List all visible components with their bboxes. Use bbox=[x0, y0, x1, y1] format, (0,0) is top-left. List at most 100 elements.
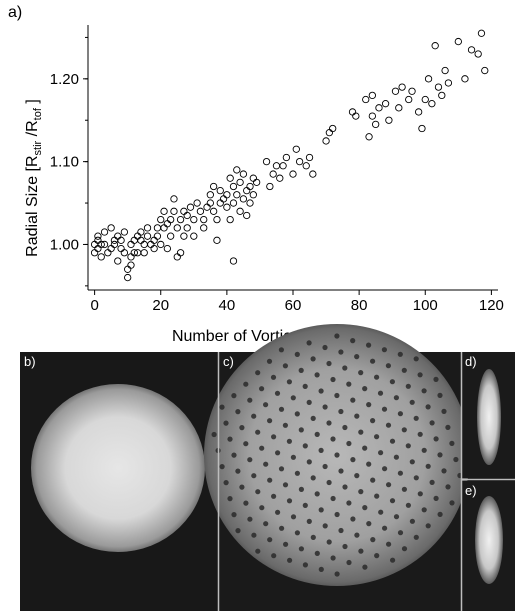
vortex-core bbox=[366, 342, 372, 348]
data-point bbox=[279, 162, 287, 170]
vortex-core bbox=[358, 429, 364, 435]
data-point bbox=[229, 182, 238, 191]
vortex-core bbox=[326, 420, 332, 426]
vortex-core bbox=[421, 447, 427, 453]
data-point bbox=[143, 224, 152, 232]
x-tick-label: 100 bbox=[413, 297, 438, 314]
vortex-core bbox=[374, 553, 380, 559]
vortex-core bbox=[219, 464, 225, 470]
data-point bbox=[477, 29, 486, 37]
data-point bbox=[272, 162, 281, 170]
data-point bbox=[216, 199, 224, 207]
data-point bbox=[200, 224, 208, 232]
data-point bbox=[269, 170, 277, 178]
data-point bbox=[186, 203, 195, 211]
vortex-core bbox=[263, 461, 269, 467]
vortex-core bbox=[429, 420, 435, 426]
image-panel-d bbox=[462, 352, 515, 478]
vortex-core bbox=[270, 374, 277, 380]
vortex-core bbox=[282, 363, 288, 369]
data-point bbox=[137, 236, 145, 244]
vortex-core bbox=[338, 408, 344, 415]
vortex-core bbox=[374, 374, 380, 380]
vortex-core bbox=[314, 550, 320, 557]
data-point bbox=[117, 236, 125, 244]
vortex-core bbox=[401, 367, 407, 373]
vortex-core bbox=[449, 500, 455, 506]
vortex-core bbox=[239, 425, 245, 431]
vortex-core bbox=[385, 422, 392, 428]
vortex-core bbox=[294, 470, 300, 476]
data-point bbox=[90, 240, 99, 249]
vortex-core bbox=[310, 534, 316, 541]
vortex-core bbox=[390, 557, 396, 563]
vortex-core bbox=[231, 511, 237, 518]
vortex-core bbox=[267, 418, 273, 424]
data-point bbox=[467, 46, 476, 54]
data-point bbox=[176, 215, 185, 224]
vortex-core bbox=[247, 516, 253, 522]
vortex-core bbox=[251, 413, 257, 419]
x-tick-label: 0 bbox=[90, 297, 98, 314]
vortex-core bbox=[235, 528, 241, 534]
vortex-core bbox=[275, 509, 281, 515]
data-point bbox=[309, 170, 317, 178]
vortex-core bbox=[381, 406, 388, 412]
data-point bbox=[322, 137, 330, 145]
vortex-core bbox=[298, 427, 304, 433]
vortex-core bbox=[255, 429, 261, 435]
data-point bbox=[94, 232, 102, 240]
data-point bbox=[365, 133, 373, 141]
vortex-core bbox=[251, 532, 257, 538]
vortex-core bbox=[267, 537, 273, 543]
data-point bbox=[289, 170, 297, 178]
data-point bbox=[325, 129, 334, 137]
vortex-core bbox=[346, 440, 352, 447]
data-point bbox=[94, 244, 102, 253]
image-panel-b bbox=[20, 352, 218, 611]
data-point bbox=[203, 203, 211, 211]
vortex-core bbox=[306, 459, 312, 465]
data-point bbox=[127, 253, 135, 261]
vortex-core bbox=[397, 530, 404, 536]
data-point bbox=[262, 157, 271, 166]
vortex-core bbox=[282, 482, 289, 488]
vortex-core bbox=[397, 351, 403, 357]
vortex-core bbox=[259, 445, 265, 451]
data-point bbox=[173, 224, 181, 232]
data-point bbox=[107, 244, 115, 253]
data-point bbox=[167, 215, 175, 224]
vortex-core bbox=[397, 411, 403, 417]
data-point bbox=[408, 87, 416, 95]
x-tick-label: 120 bbox=[479, 297, 504, 314]
data-point bbox=[226, 174, 234, 182]
data-point bbox=[167, 232, 175, 240]
data-point bbox=[180, 207, 188, 215]
vortex-core bbox=[441, 468, 447, 474]
vortex-core bbox=[350, 338, 356, 344]
vortex-core bbox=[243, 500, 249, 506]
vortex-core bbox=[279, 525, 285, 531]
vortex-core bbox=[310, 415, 316, 421]
vortex-core bbox=[350, 397, 356, 403]
data-point bbox=[133, 232, 142, 240]
image-panel-c bbox=[204, 324, 470, 611]
vortex-core bbox=[445, 484, 451, 490]
data-point bbox=[375, 104, 383, 112]
vortex-core bbox=[322, 404, 328, 410]
vortex-core bbox=[386, 482, 392, 488]
data-point bbox=[266, 182, 274, 191]
data-point bbox=[163, 244, 172, 253]
data-point bbox=[209, 207, 218, 215]
vortex-core bbox=[401, 546, 408, 552]
panel-label-c: c) bbox=[223, 354, 234, 369]
panel-label-e: e) bbox=[465, 483, 477, 498]
data-point bbox=[414, 108, 423, 116]
data-point bbox=[424, 75, 433, 83]
vortex-core bbox=[370, 358, 376, 364]
vortex-core bbox=[255, 548, 261, 554]
vortex-core bbox=[346, 500, 352, 506]
vortex-core bbox=[271, 553, 277, 559]
data-point bbox=[372, 120, 380, 129]
vortex-core bbox=[449, 440, 455, 446]
